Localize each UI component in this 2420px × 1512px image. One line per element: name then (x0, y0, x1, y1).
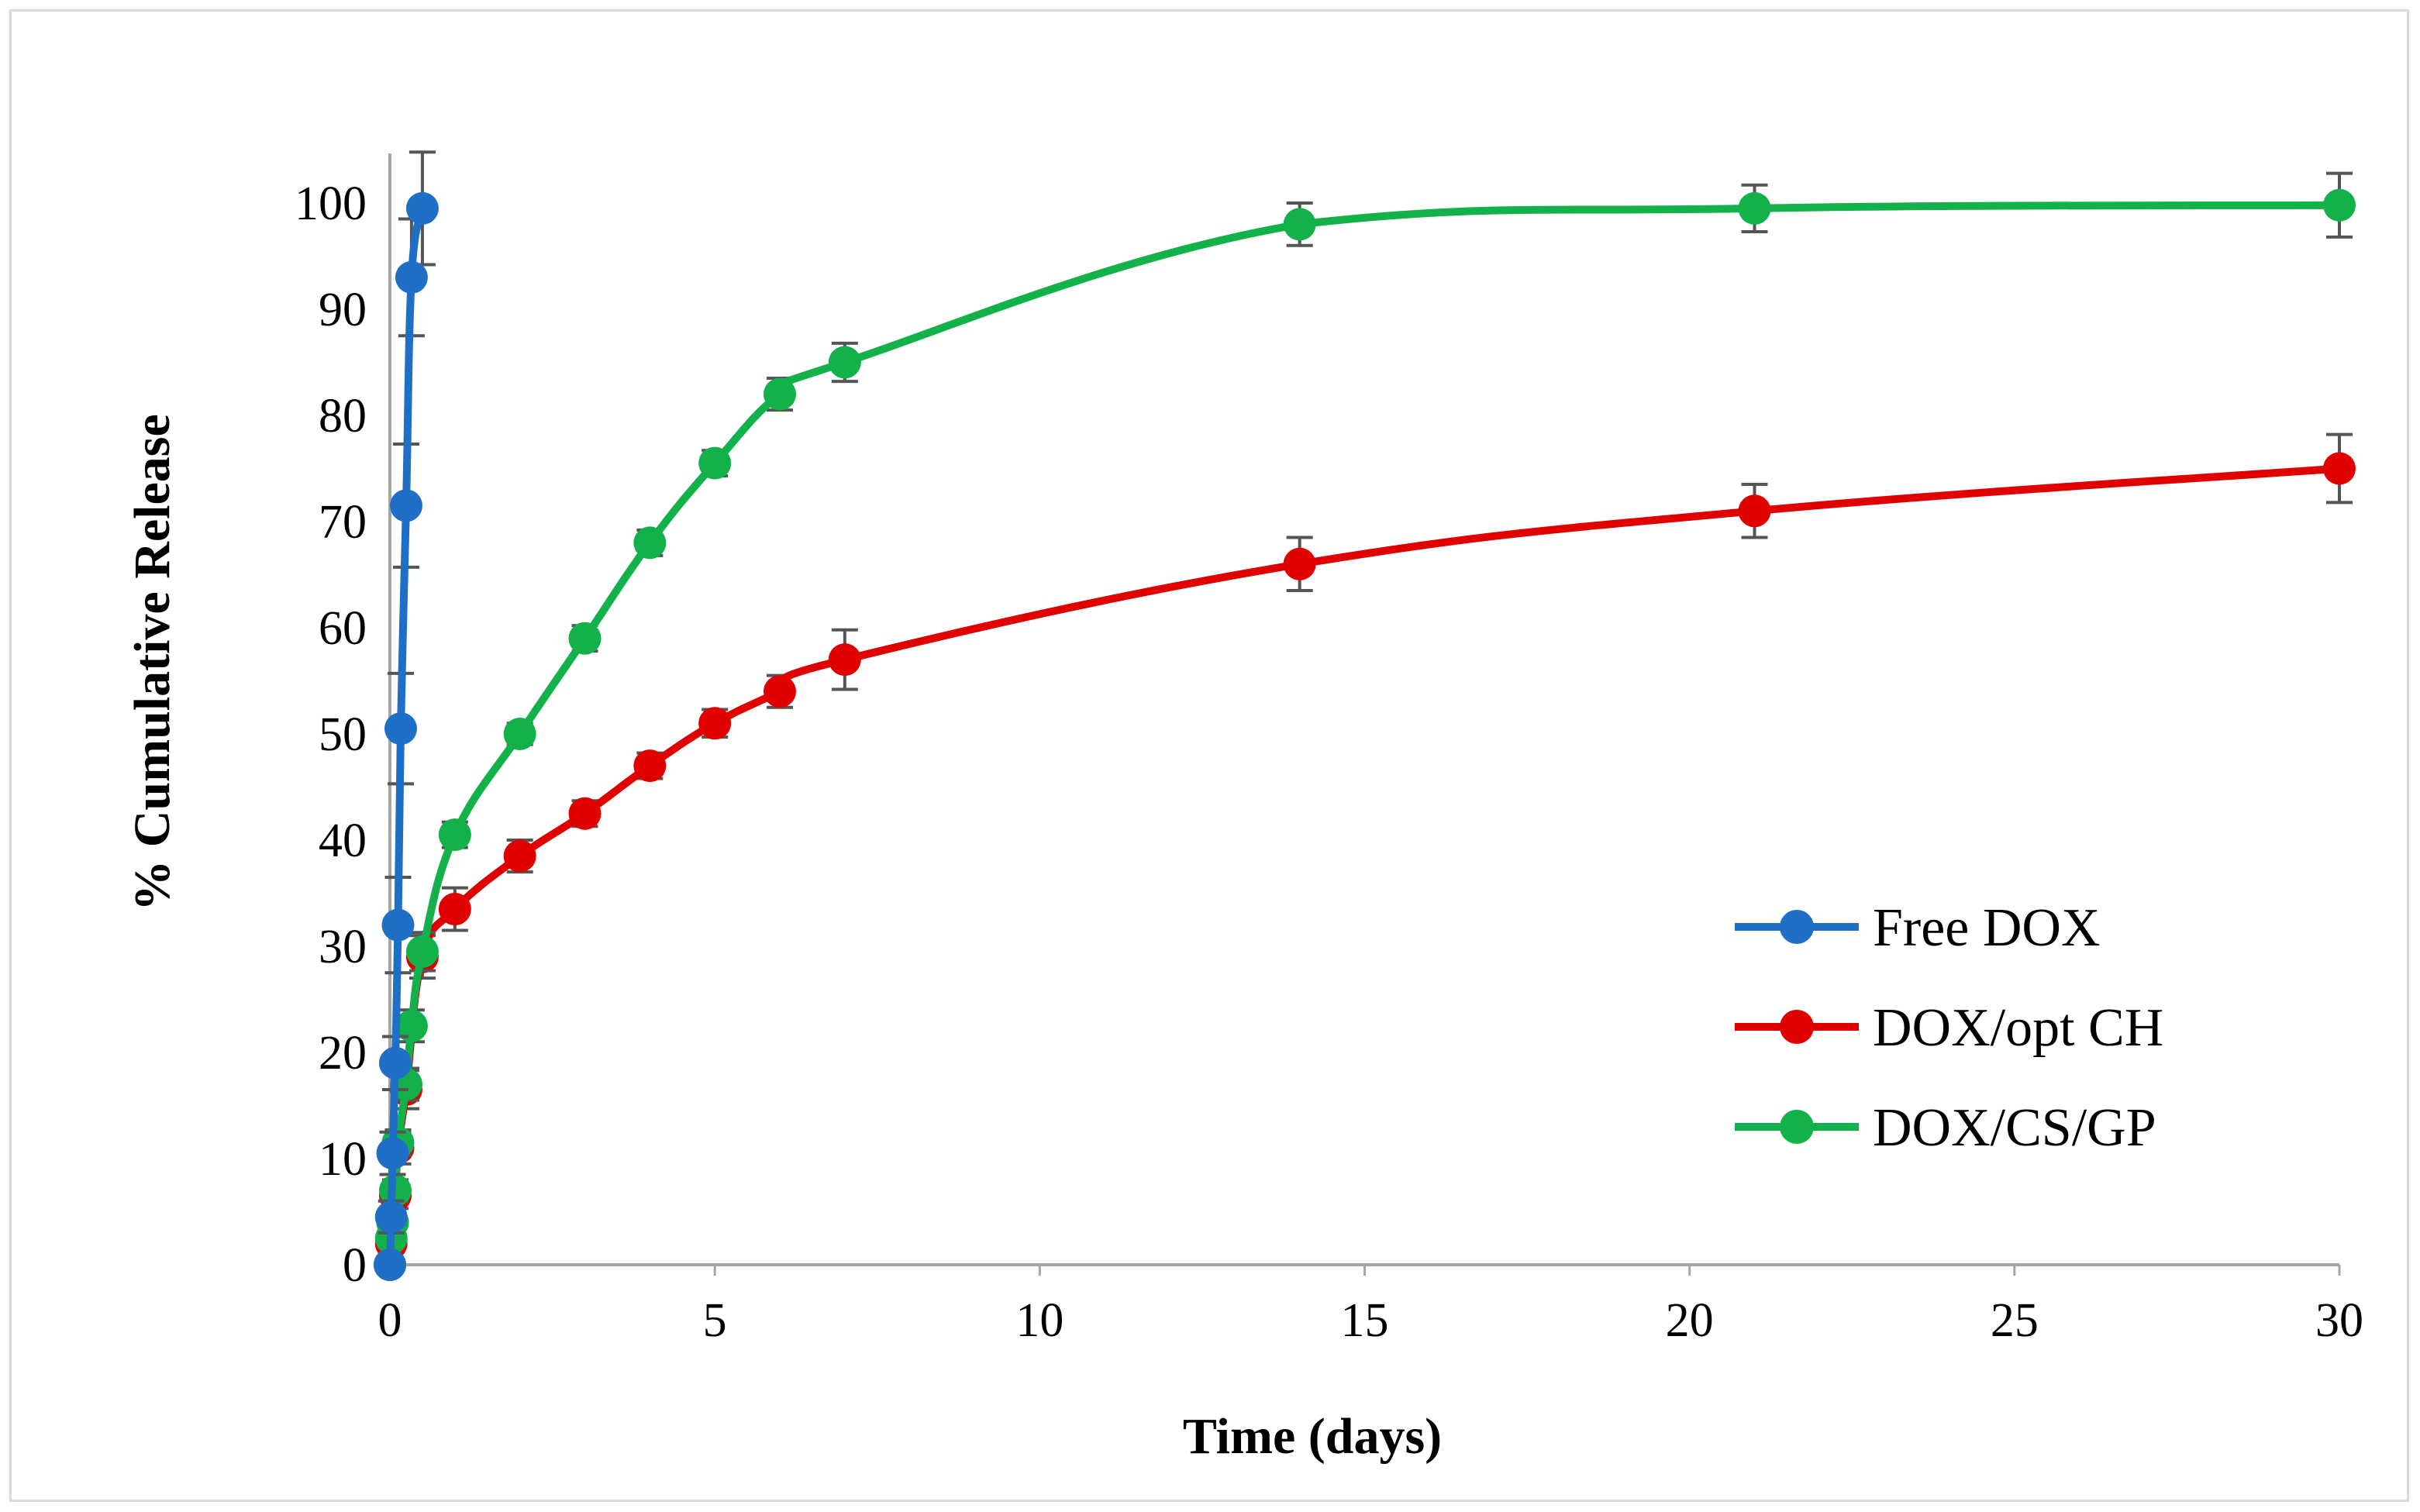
y-tick-label: 40 (319, 815, 367, 867)
data-point (698, 446, 732, 480)
legend-item-free-dox: Free DOX (1735, 898, 2101, 958)
data-point (828, 346, 861, 379)
y-tick-label: 0 (343, 1239, 367, 1292)
legend-item-dox-opt-ch: DOX/opt CH (1735, 998, 2163, 1058)
legend-label: Free DOX (1873, 898, 2101, 958)
data-point (568, 797, 602, 830)
legend-swatch-marker (1780, 910, 1814, 944)
legend-label: DOX/opt CH (1873, 998, 2163, 1058)
data-point (764, 675, 796, 708)
data-point (698, 707, 732, 740)
y-tick-label: 10 (319, 1133, 367, 1186)
legend-swatch-marker (1780, 1110, 1814, 1144)
data-point (374, 1200, 408, 1234)
data-point (438, 893, 471, 926)
y-tick-label: 70 (319, 496, 367, 549)
data-point (1283, 208, 1316, 241)
data-point (374, 1249, 406, 1281)
y-tick-label: 100 (295, 177, 367, 230)
data-point (378, 1046, 412, 1080)
x-tick-label: 20 (1666, 1294, 1714, 1347)
x-axis-title: Time (days) (1183, 1408, 1442, 1465)
data-point (405, 935, 439, 968)
y-tick-label: 90 (319, 284, 367, 336)
data-point (384, 712, 418, 746)
data-point (395, 260, 428, 294)
data-point (1738, 191, 1771, 225)
data-point (503, 839, 536, 873)
data-point (438, 818, 471, 852)
data-point (405, 191, 439, 225)
legend-label: DOX/CS/GP (1873, 1098, 2156, 1158)
data-point (2323, 188, 2356, 222)
y-tick-label: 60 (319, 602, 367, 655)
data-point (2323, 452, 2356, 485)
x-tick-label: 15 (1341, 1294, 1389, 1347)
y-tick-label: 80 (319, 390, 367, 443)
data-point (633, 749, 667, 783)
x-tick-label: 0 (378, 1294, 402, 1347)
y-tick-label: 50 (319, 708, 367, 761)
x-tick-label: 25 (1991, 1294, 2039, 1347)
x-tick-label: 10 (1015, 1294, 1063, 1347)
x-tick-label: 5 (703, 1294, 727, 1347)
data-point (828, 643, 861, 677)
data-point (395, 1009, 428, 1042)
y-tick-label: 30 (319, 921, 367, 973)
y-axis-title: % Cumulative Release (124, 414, 181, 911)
axes: 0 10 20 30 40 50 60 70 80 90 100 0 5 10 15 20 25 30 (295, 153, 2363, 1347)
legend: Free DOX DOX/opt CH DOX/CS/GP (1735, 898, 2163, 1158)
data-point (389, 489, 422, 522)
data-point (764, 377, 796, 411)
data-point (568, 622, 602, 655)
data-point (381, 908, 415, 942)
data-point (1738, 494, 1771, 528)
legend-item-dox-cs-gp: DOX/CS/GP (1735, 1098, 2156, 1158)
plot-area (374, 150, 2356, 1281)
y-tick-label: 20 (319, 1027, 367, 1080)
data-point (503, 718, 536, 750)
data-point (376, 1137, 409, 1170)
legend-swatch-marker (1780, 1010, 1814, 1044)
x-tick-label: 30 (2315, 1294, 2363, 1347)
data-point (1283, 547, 1316, 580)
data-point (633, 526, 667, 560)
series-free-dox (374, 150, 439, 1281)
